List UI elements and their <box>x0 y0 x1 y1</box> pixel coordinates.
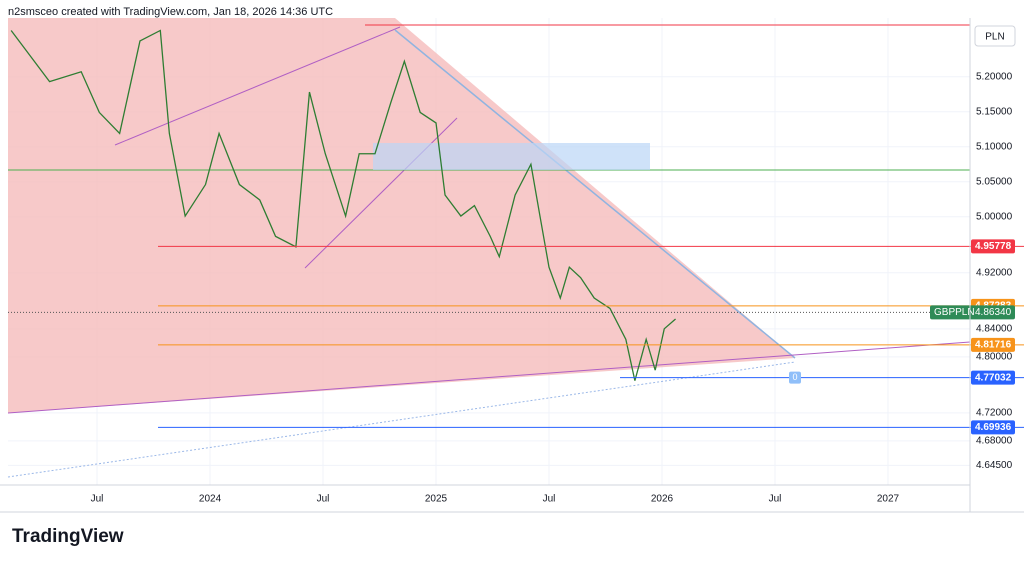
price-tag <box>971 337 1015 352</box>
x-tick-label: 2027 <box>877 494 900 505</box>
last-price-label: 4.86340 <box>975 307 1012 318</box>
currency: PLN <box>985 32 1004 43</box>
x-tick-label: 2025 <box>425 494 448 505</box>
x-tick-label: Jul <box>543 494 556 505</box>
symbol-label: GBPPLN <box>934 307 975 318</box>
y-tick-label: 4.92000 <box>976 267 1013 278</box>
price-tag-label: 4.77032 <box>975 372 1012 383</box>
y-tick-label: 4.84000 <box>976 323 1013 334</box>
brand: TradingView <box>12 526 124 547</box>
price-tag-label: 4.95778 <box>975 241 1012 252</box>
y-tick-label: 4.80000 <box>976 351 1013 362</box>
trend-line <box>7 341 971 414</box>
y-tick-label: 4.68000 <box>976 436 1013 447</box>
zone <box>373 143 650 170</box>
x-tick-label: 2026 <box>651 494 674 505</box>
price-line <box>10 29 676 381</box>
currency-box[interactable] <box>974 25 1016 47</box>
trend-line <box>394 29 796 359</box>
plot: 4.957784.872834.817164.770324.69936GBPPL… <box>8 29 1024 435</box>
marker-box <box>789 371 801 384</box>
triangle-zone <box>8 18 795 413</box>
marker-label: 0 <box>792 372 797 382</box>
trend-line <box>114 26 401 146</box>
price-tag <box>971 239 1015 254</box>
y-tick-label: 5.15000 <box>976 106 1013 117</box>
price-tag <box>971 370 1015 385</box>
y-tick-label: 4.72000 <box>976 408 1013 419</box>
x-tick-label: 2024 <box>199 494 222 505</box>
last-price-tag <box>930 305 1015 320</box>
trend-line <box>7 361 796 478</box>
price-tag <box>971 420 1015 435</box>
y-tick-label: 5.10000 <box>976 141 1013 152</box>
price-tag-label: 4.69936 <box>975 422 1012 433</box>
y-tick-label: 5.20000 <box>976 71 1013 82</box>
y-tick-label: 5.05000 <box>976 176 1013 187</box>
x-tick-label: Jul <box>769 494 782 505</box>
x-tick-label: Jul <box>317 494 330 505</box>
y-tick-label: 4.64500 <box>976 460 1013 471</box>
header: n2smsceo created with TradingView.com, J… <box>8 6 333 18</box>
x-tick-label: Jul <box>91 494 104 505</box>
price-tag-label: 4.81716 <box>975 339 1012 350</box>
y-tick-label: 5.00000 <box>976 211 1013 222</box>
